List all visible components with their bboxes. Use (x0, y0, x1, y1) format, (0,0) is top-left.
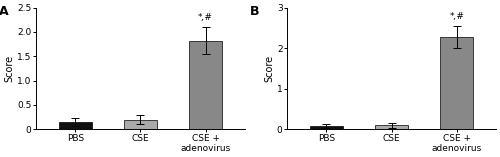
Bar (59, 122, 92, 129)
Y-axis label: Score: Score (264, 55, 274, 82)
Text: A: A (0, 5, 8, 18)
Text: B: B (250, 5, 260, 18)
Text: *,#: *,# (198, 13, 213, 22)
Bar (310, 126, 343, 129)
Bar (124, 119, 156, 129)
Bar (440, 37, 473, 129)
Y-axis label: Score: Score (4, 55, 14, 82)
Text: *,#: *,# (450, 12, 464, 21)
Bar (376, 125, 408, 129)
Bar (189, 41, 222, 129)
